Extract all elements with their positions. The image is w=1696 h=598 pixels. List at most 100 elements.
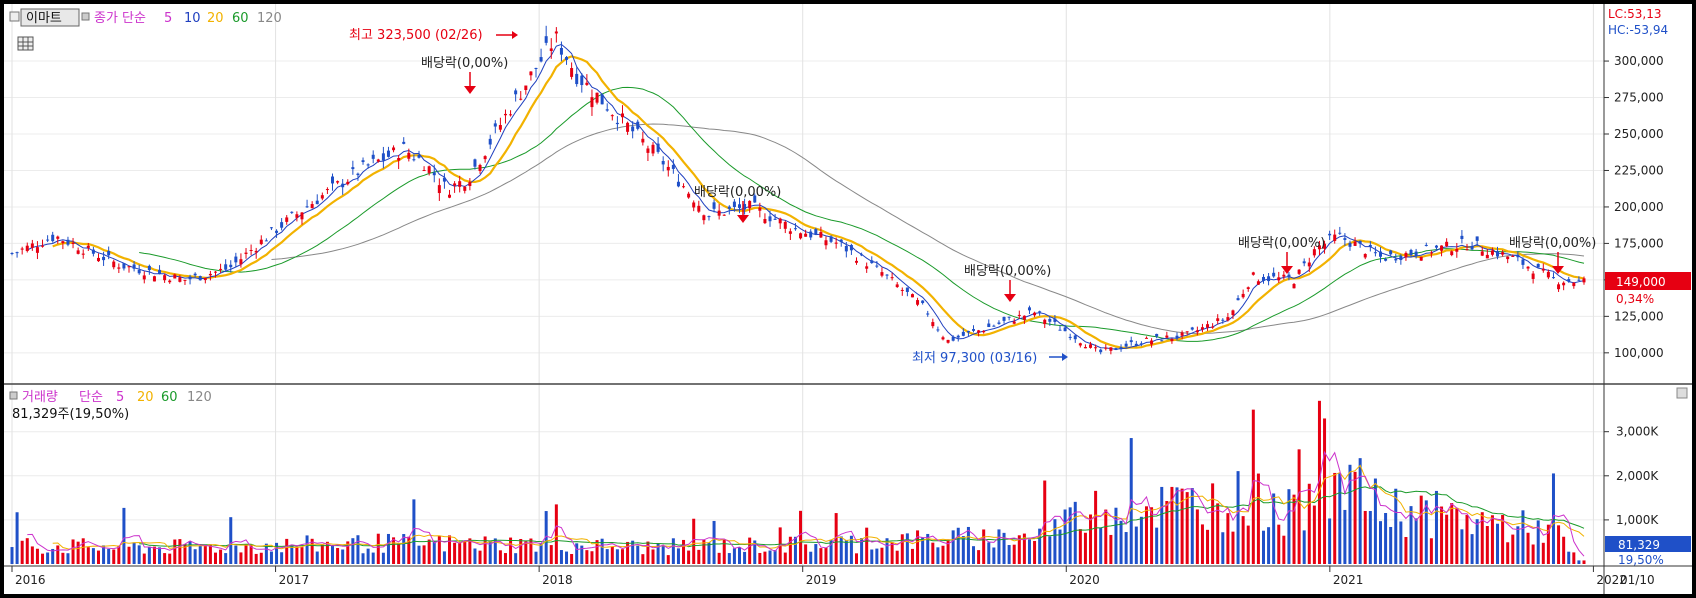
volume-bar <box>860 538 864 564</box>
current-price-change: 0,34% <box>1616 292 1654 306</box>
y-tick-label: 100,000 <box>1614 346 1664 360</box>
high-annotation: 최고 323,500 (02/26) <box>349 28 518 43</box>
candle-body <box>51 234 55 242</box>
candle-body <box>1490 250 1494 255</box>
stock-chart[interactable]: 100,000125,000150,000175,000200,000225,0… <box>4 4 1692 594</box>
volume-bar <box>712 520 716 564</box>
volume-bar <box>1302 530 1306 564</box>
volume-bar <box>117 545 121 564</box>
candle-body <box>331 176 335 184</box>
candle-body <box>1312 249 1316 256</box>
pane-menu-icon[interactable] <box>1676 387 1688 399</box>
volume-bar <box>473 548 477 564</box>
volume-bar <box>544 511 548 564</box>
candle-body <box>1501 252 1505 255</box>
candle-body <box>1200 327 1204 330</box>
candle-body <box>81 253 85 255</box>
volume-bar <box>1338 473 1342 564</box>
candle-body <box>890 277 894 279</box>
volume-bar <box>463 540 467 564</box>
volume-bar <box>819 548 823 564</box>
volume-bar <box>41 553 45 564</box>
candle-body <box>1277 277 1281 281</box>
volume-bar <box>356 535 360 564</box>
candle-body <box>1317 245 1321 250</box>
ma5-label: 5 <box>164 11 172 26</box>
candle-body <box>397 157 401 161</box>
volume-average-lines <box>27 450 1585 557</box>
volume-bar <box>1139 516 1143 564</box>
volume-bar <box>168 553 172 564</box>
candle-body <box>188 276 192 280</box>
x-tick-label: 2019 <box>806 573 837 587</box>
legend-checkbox-icon[interactable] <box>9 11 20 22</box>
volume-bar <box>1180 488 1184 564</box>
candle-body <box>570 68 574 77</box>
candle-body <box>788 231 792 234</box>
volume-bar <box>198 545 202 564</box>
volume-bar <box>966 526 970 564</box>
volume-bar <box>1358 458 1362 564</box>
volume-bar <box>46 552 50 564</box>
volume-bar <box>824 547 828 564</box>
candle-body <box>1114 348 1118 351</box>
candle-body <box>1419 256 1423 261</box>
candle-body <box>682 186 686 188</box>
volume-bar <box>1200 524 1204 564</box>
volume-bar <box>977 550 981 564</box>
volume-bar <box>1434 490 1438 564</box>
candle-body <box>1292 284 1296 289</box>
candle-body <box>829 236 833 242</box>
symbol-button[interactable] <box>20 8 80 27</box>
dividend-marker-2017: 배당락(0,00%) <box>421 56 508 94</box>
candle-body <box>1109 347 1113 351</box>
volume-bar <box>1083 532 1087 564</box>
volume-bar <box>972 546 976 564</box>
volume-current: 81,329주(19,50%) <box>12 407 129 422</box>
volume-bar <box>86 547 90 564</box>
candle-body <box>1165 335 1169 338</box>
candle-body <box>86 245 90 248</box>
candle-body <box>427 166 431 173</box>
candle-body <box>41 245 45 247</box>
volume-bar <box>1170 486 1174 564</box>
volume-bar <box>941 545 945 564</box>
vma5-line <box>27 450 1585 557</box>
candle-body <box>1414 251 1418 257</box>
candle-body <box>488 138 492 145</box>
candle-body <box>1440 245 1444 251</box>
candle-body <box>855 260 859 263</box>
candle-body <box>249 250 253 252</box>
volume-bar <box>427 539 431 564</box>
high-label: 최고 323,500 (02/26) <box>349 28 483 43</box>
volume-bar <box>1185 492 1189 564</box>
candle-body <box>71 242 75 245</box>
candle-body <box>437 185 441 194</box>
candle-body <box>722 214 726 216</box>
volume-bar <box>208 544 212 564</box>
dividend-label: 배당락(0,00%) <box>421 56 508 71</box>
grid-toggle-icon[interactable] <box>17 36 34 51</box>
volume-bar <box>1292 494 1296 564</box>
candle-body <box>1455 248 1459 252</box>
x-tick-label: 2016 <box>15 573 46 587</box>
candle-body <box>1246 287 1250 289</box>
volume-bar <box>1297 449 1301 564</box>
arrow-down-icon <box>1552 266 1564 274</box>
volume-bar <box>610 546 614 564</box>
price-pane[interactable] <box>4 4 1604 384</box>
volume-bar <box>804 544 808 564</box>
volume-bar <box>112 549 116 564</box>
volume-bar <box>1307 483 1311 564</box>
volume-bar <box>956 527 960 564</box>
volume-bar <box>809 551 813 564</box>
candle-body <box>783 221 787 229</box>
candle-body <box>610 115 614 117</box>
candle-body <box>448 194 452 198</box>
volume-bar <box>559 550 563 564</box>
candle-body <box>1206 324 1210 328</box>
arrow-down-icon <box>1004 294 1016 302</box>
candle-body <box>910 294 914 298</box>
volume-bar <box>147 546 151 564</box>
volume-bar <box>1368 511 1372 564</box>
